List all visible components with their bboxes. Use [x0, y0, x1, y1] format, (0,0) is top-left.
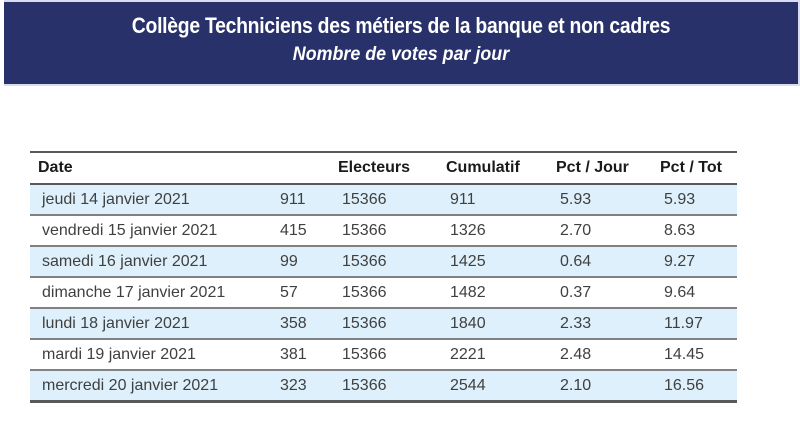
pct-tot-cell: 16.56: [664, 376, 705, 394]
electeurs-cell: 15366: [330, 246, 438, 278]
column-header-votes: [268, 152, 330, 185]
cumulatif-cell: 1482: [438, 277, 548, 309]
column-header-pct-jour: Pct / Jour: [548, 152, 652, 185]
page-subtitle: Nombre de votes par jour: [292, 44, 510, 65]
table-row: mardi 19 janvier 2021 381 15366 2221 2.4…: [30, 339, 737, 371]
page-title: Collège Techniciens des métiers de la ba…: [131, 13, 671, 38]
votes-cell: 57: [268, 277, 330, 309]
cumulatif-cell: 1425: [438, 246, 548, 278]
date-cell: samedi 16 janvier 2021: [30, 246, 268, 278]
date-cell: dimanche 17 janvier 2021: [30, 277, 268, 309]
electeurs-cell: 15366: [330, 308, 438, 340]
date-cell: mercredi 20 janvier 2021: [42, 376, 219, 394]
pct-jour-cell: 5.93: [548, 184, 652, 216]
table-row: lundi 18 janvier 2021 358 15366 1840 2.3…: [30, 308, 737, 340]
pct-tot-cell: 5.93: [652, 184, 737, 216]
table-row: mercredi 20 janvier 2021 323 15366 2544 …: [30, 370, 737, 402]
pct-tot-cell: 9.64: [652, 277, 737, 309]
cumulatif-cell: 2221: [438, 339, 548, 371]
pct-tot-cell: 11.97: [652, 308, 737, 340]
table-header-row: Date Electeurs Cumulatif Pct / Jour Pct …: [30, 152, 737, 185]
date-cell: lundi 18 janvier 2021: [30, 308, 268, 340]
votes-per-day-table: Date Electeurs Cumulatif Pct / Jour Pct …: [30, 151, 737, 403]
pct-jour-cell: 2.33: [548, 308, 652, 340]
pct-jour-cell: 0.37: [548, 277, 652, 309]
table-row: vendredi 15 janvier 2021 415 15366 1326 …: [30, 215, 737, 247]
column-header-pct-tot: Pct / Tot: [652, 152, 737, 185]
date-cell: mardi 19 janvier 2021: [30, 339, 268, 371]
electeurs-cell: 15366: [330, 184, 438, 216]
cumulatif-cell: 1840: [438, 308, 548, 340]
pct-tot-cell: 8.63: [652, 215, 737, 247]
votes-cell: 911: [268, 184, 330, 216]
electeurs-cell: 15366: [330, 215, 438, 247]
table-row: jeudi 14 janvier 2021 911 15366 911 5.93…: [30, 184, 737, 216]
votes-cell: 323: [280, 376, 307, 394]
pct-jour-cell: 0.64: [548, 246, 652, 278]
cumulatif-cell: 2544: [450, 376, 486, 394]
column-header-date: Date: [30, 152, 268, 185]
votes-cell: 381: [268, 339, 330, 371]
report-banner: Collège Techniciens des métiers de la ba…: [4, 0, 800, 86]
pct-jour-cell: 2.48: [548, 339, 652, 371]
column-header-electeurs: Electeurs: [330, 152, 438, 185]
votes-cell: 358: [268, 308, 330, 340]
table-row: samedi 16 janvier 2021 99 15366 1425 0.6…: [30, 246, 737, 278]
pct-tot-cell: 14.45: [652, 339, 737, 371]
cumulatif-cell: 911: [438, 184, 548, 216]
date-cell: jeudi 14 janvier 2021: [30, 184, 268, 216]
votes-cell: 415: [268, 215, 330, 247]
electeurs-cell: 15366: [342, 376, 387, 394]
pct-jour-cell: 2.10: [560, 376, 592, 394]
column-header-cumulatif: Cumulatif: [438, 152, 548, 185]
votes-table-container: Date Electeurs Cumulatif Pct / Jour Pct …: [30, 151, 737, 403]
cumulatif-cell: 1326: [438, 215, 548, 247]
electeurs-cell: 15366: [330, 339, 438, 371]
pct-tot-cell: 9.27: [652, 246, 737, 278]
table-row: dimanche 17 janvier 2021 57 15366 1482 0…: [30, 277, 737, 309]
date-cell: vendredi 15 janvier 2021: [30, 215, 268, 247]
electeurs-cell: 15366: [330, 277, 438, 309]
votes-cell: 99: [268, 246, 330, 278]
pct-jour-cell: 2.70: [548, 215, 652, 247]
